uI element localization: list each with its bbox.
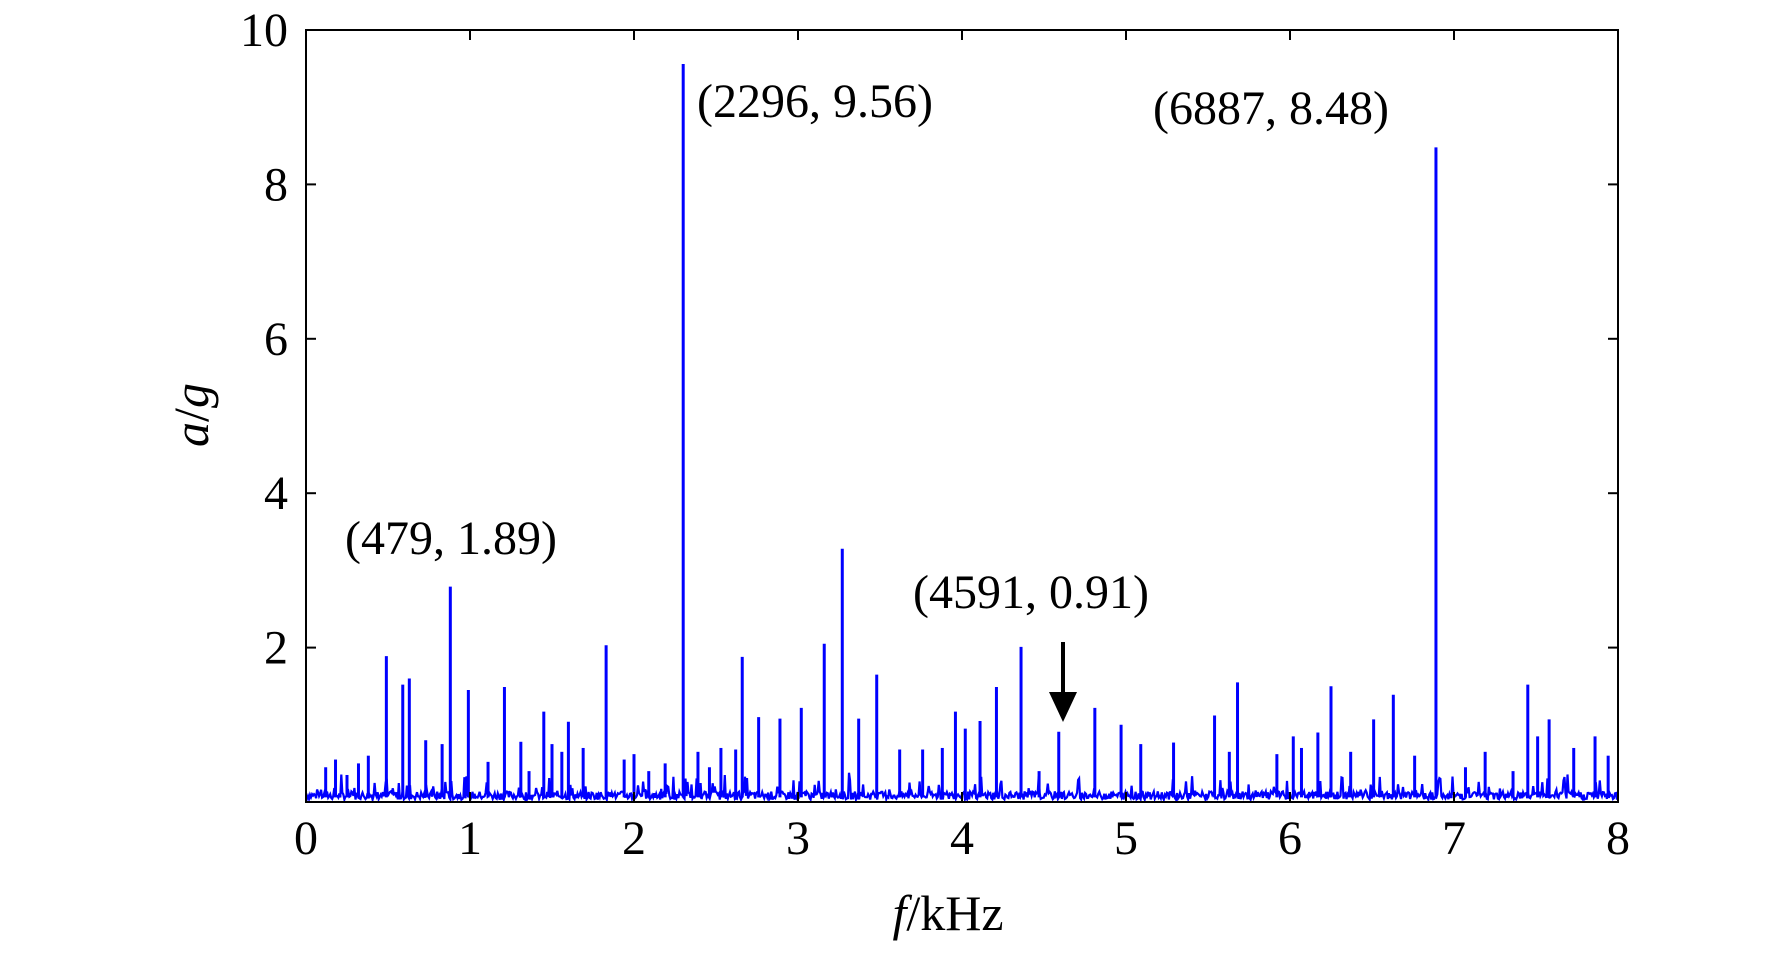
annotation-4591: (4591, 0.91) bbox=[913, 566, 1149, 619]
x-tick-label: 2 bbox=[622, 812, 646, 865]
x-tick-label: 7 bbox=[1442, 812, 1466, 865]
y-tick-label: 2 bbox=[264, 622, 288, 675]
x-tick-label: 5 bbox=[1114, 812, 1138, 865]
annotation-6887: (6887, 8.48) bbox=[1153, 82, 1389, 135]
plot-frame bbox=[305, 29, 1619, 803]
spectrum-peaks bbox=[324, 63, 1610, 798]
x-tick-label: 1 bbox=[458, 812, 482, 865]
annotation-2296: (2296, 9.56) bbox=[697, 75, 933, 128]
y-tick-label: 4 bbox=[264, 467, 288, 520]
y-tick-label: 8 bbox=[264, 158, 288, 211]
x-tick-label: 6 bbox=[1278, 812, 1302, 865]
axis-ticks: 0 1 2 3 4 5 6 7 8 2 4 6 8 10 bbox=[240, 4, 1630, 865]
x-tick-label: 3 bbox=[786, 812, 810, 865]
y-tick-label: 6 bbox=[264, 313, 288, 366]
y-axis-label: a/g bbox=[163, 383, 219, 447]
x-tick-label: 4 bbox=[950, 812, 974, 865]
y-tick-label: 10 bbox=[240, 4, 288, 57]
x-tick-label: 0 bbox=[294, 812, 318, 865]
x-tick-label: 8 bbox=[1606, 812, 1630, 865]
annotation-479: (479, 1.89) bbox=[345, 512, 557, 565]
x-axis-label: f/kHz bbox=[892, 885, 1003, 941]
arrow-4591 bbox=[1049, 642, 1077, 722]
